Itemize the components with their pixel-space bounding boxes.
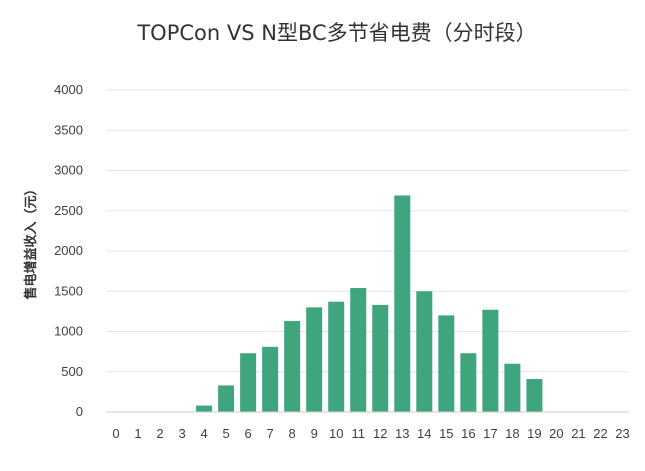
- x-tick-label: 15: [439, 426, 453, 441]
- x-tick-label: 16: [461, 426, 475, 441]
- bar-5: [218, 385, 235, 412]
- bar-10: [328, 301, 345, 412]
- x-tick-label: 13: [395, 426, 409, 441]
- y-tick-label: 0: [76, 404, 83, 419]
- y-tick-label: 500: [61, 364, 83, 379]
- x-tick-label: 11: [351, 426, 365, 441]
- bar-7: [262, 346, 279, 412]
- gridlines: [106, 89, 629, 373]
- x-tick-label: 10: [329, 426, 343, 441]
- y-tick-label: 2500: [54, 203, 83, 218]
- x-tick-label: 17: [483, 426, 497, 441]
- bar-13: [394, 195, 411, 412]
- y-tick-label: 1000: [54, 324, 83, 339]
- x-tick-label: 14: [417, 426, 431, 441]
- x-tick-label: 19: [527, 426, 541, 441]
- bar-18: [504, 363, 521, 412]
- x-tick-label: 0: [112, 426, 119, 441]
- y-tick-label: 3000: [54, 163, 83, 178]
- bar-8: [284, 321, 301, 412]
- bar-11: [350, 288, 367, 412]
- bar-17: [482, 309, 499, 412]
- x-tick-label: 20: [549, 426, 563, 441]
- bar-14: [416, 291, 433, 412]
- bar-16: [460, 353, 477, 412]
- bar-19: [526, 378, 543, 412]
- bar-4: [196, 405, 213, 412]
- x-tick-label: 2: [156, 426, 163, 441]
- bar-9: [306, 307, 323, 412]
- y-tick-label: 1500: [54, 283, 83, 298]
- x-tick-label: 9: [311, 426, 318, 441]
- x-tick-label: 12: [373, 426, 387, 441]
- bar-12: [372, 304, 389, 412]
- x-tick-label: 22: [593, 426, 607, 441]
- bar-6: [240, 353, 257, 412]
- y-tick-label: 3500: [54, 122, 83, 137]
- x-tick-label: 8: [289, 426, 296, 441]
- x-tick-label: 23: [615, 426, 629, 441]
- y-tick-labels: 0 500 1000 1500 2000 2500 3000 3500 4000: [54, 82, 83, 419]
- x-tick-label: 1: [134, 426, 141, 441]
- y-axis-label: 售电增益收入（元）: [23, 182, 39, 299]
- x-tick-label: 3: [178, 426, 185, 441]
- x-tick-label: 5: [222, 426, 229, 441]
- chart-title: TOPCon VS N型BC多节省电费（分时段）: [136, 21, 536, 45]
- y-tick-label: 4000: [54, 82, 83, 97]
- x-tick-label: 18: [505, 426, 519, 441]
- bars: [196, 195, 543, 412]
- x-tick-label: 4: [200, 426, 207, 441]
- x-tick-label: 6: [245, 426, 252, 441]
- bar-15: [438, 315, 455, 412]
- x-tick-label: 7: [267, 426, 274, 441]
- x-tick-label: 21: [571, 426, 585, 441]
- y-tick-label: 2000: [54, 243, 83, 258]
- x-tick-labels: 0 1 2 3 4 5 6 7 8 9 10 11 12 13 14 15 16 17 18 19 20 21 22 23: [112, 426, 629, 441]
